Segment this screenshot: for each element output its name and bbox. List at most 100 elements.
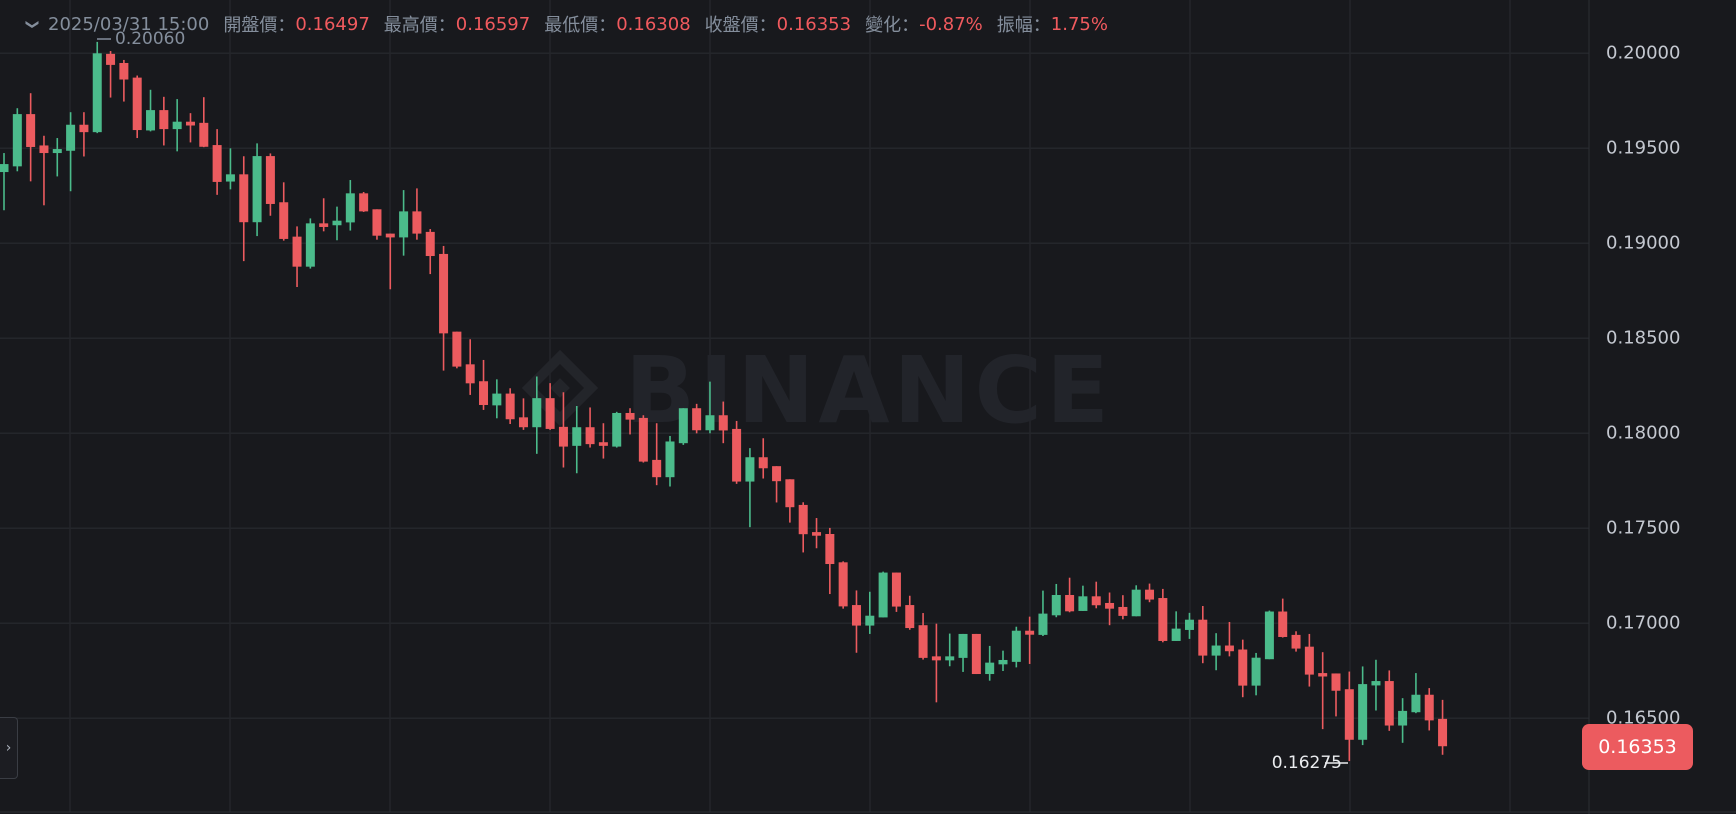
chevron-right-icon: ›: [5, 740, 12, 756]
candle: [865, 591, 875, 634]
candle: [958, 633, 968, 672]
candle: [545, 383, 555, 430]
price-tick-label: 0.17000: [1606, 612, 1681, 634]
candle-body: [505, 393, 515, 420]
candle-body: [692, 408, 702, 431]
candle: [598, 423, 608, 459]
candle: [745, 448, 755, 528]
candle: [585, 407, 595, 448]
candle-body: [1145, 589, 1155, 600]
candle-body: [625, 412, 635, 420]
candle: [399, 190, 409, 256]
candle: [705, 381, 715, 434]
candle-body: [678, 408, 688, 444]
candle: [1118, 595, 1128, 620]
candle: [265, 153, 275, 216]
candle: [878, 571, 888, 618]
candle: [185, 113, 195, 143]
candle: [772, 466, 782, 503]
candle: [732, 420, 742, 484]
high-value: 0.16597: [455, 13, 531, 35]
candle-body: [345, 193, 355, 223]
candle-body: [705, 415, 715, 431]
candle: [106, 51, 116, 98]
price-tick-label: 0.17500: [1606, 517, 1681, 539]
candle-body: [865, 615, 875, 626]
candle-body: [1011, 630, 1021, 662]
candle: [532, 376, 542, 454]
expand-panel-button[interactable]: ›: [0, 717, 18, 779]
candle-datetime: 2025/03/31 15:00: [48, 13, 210, 35]
candle: [931, 623, 941, 703]
candle: [1344, 671, 1354, 762]
candle-body: [12, 114, 22, 167]
change-value: -0.87%: [919, 13, 983, 35]
candle-body: [558, 426, 568, 447]
candle: [998, 650, 1008, 671]
candle-body: [452, 331, 462, 367]
amplitude-label: 振幅：: [996, 15, 1051, 36]
candle-body: [1264, 611, 1274, 660]
candle: [425, 229, 435, 275]
price-tick-label: 0.18500: [1606, 327, 1681, 349]
candle: [1011, 626, 1021, 668]
candle: [891, 572, 901, 612]
candle: [1184, 612, 1194, 639]
price-tick-label: 0.19000: [1606, 232, 1681, 254]
candle-body: [0, 164, 9, 173]
candle-body: [878, 572, 888, 618]
candle: [985, 645, 995, 681]
candle: [812, 518, 822, 549]
candle-body: [1065, 594, 1075, 612]
candle: [319, 198, 329, 232]
low-value: 0.16308: [616, 13, 691, 35]
candle-body: [1384, 681, 1394, 726]
chevron-down-icon[interactable]: ❯: [24, 18, 40, 30]
candle: [1078, 585, 1088, 611]
candle: [572, 405, 582, 474]
candle-body: [172, 121, 182, 130]
ohlc-info-bar: ❯ 2025/03/31 15:00 開盤價： 0.16497 最高價： 0.1…: [22, 10, 1108, 38]
candle-body: [785, 479, 795, 508]
candle-body: [332, 220, 342, 226]
candle: [905, 595, 915, 630]
candle-body: [812, 532, 822, 536]
candle-body: [1331, 673, 1341, 691]
candle-body: [319, 223, 329, 227]
candle-body: [1091, 596, 1101, 606]
candle-body: [638, 417, 648, 462]
candle-body: [1198, 619, 1208, 656]
candle: [518, 398, 528, 430]
candle: [638, 415, 648, 463]
price-tick-label: 0.16500: [1606, 707, 1681, 729]
candle: [92, 41, 102, 134]
candle-body: [212, 145, 222, 182]
candle-body: [1344, 689, 1354, 740]
candle-body: [998, 659, 1008, 665]
candle: [625, 408, 635, 435]
candle-body: [1171, 628, 1181, 641]
current-price-label: 0.16353: [1582, 724, 1693, 770]
candle-body: [718, 415, 728, 431]
candle-body: [1358, 684, 1368, 740]
candle-body: [132, 77, 142, 131]
candle-body: [279, 202, 289, 239]
candle-body: [159, 110, 169, 130]
candle: [1224, 621, 1234, 657]
candle: [1304, 633, 1314, 687]
candle: [678, 408, 688, 445]
candle-body: [585, 427, 595, 445]
candle-body: [425, 231, 435, 257]
candle: [1065, 577, 1075, 613]
candle: [66, 112, 76, 192]
candle: [1038, 590, 1048, 637]
candle-body: [1131, 589, 1141, 617]
price-tick-label: 0.19500: [1606, 137, 1681, 159]
candle: [1411, 673, 1421, 714]
low-label: 最低價：: [544, 15, 617, 36]
candle: [279, 182, 289, 241]
candle-body: [1038, 613, 1048, 635]
candle-body: [1304, 646, 1314, 675]
candle: [359, 192, 369, 212]
